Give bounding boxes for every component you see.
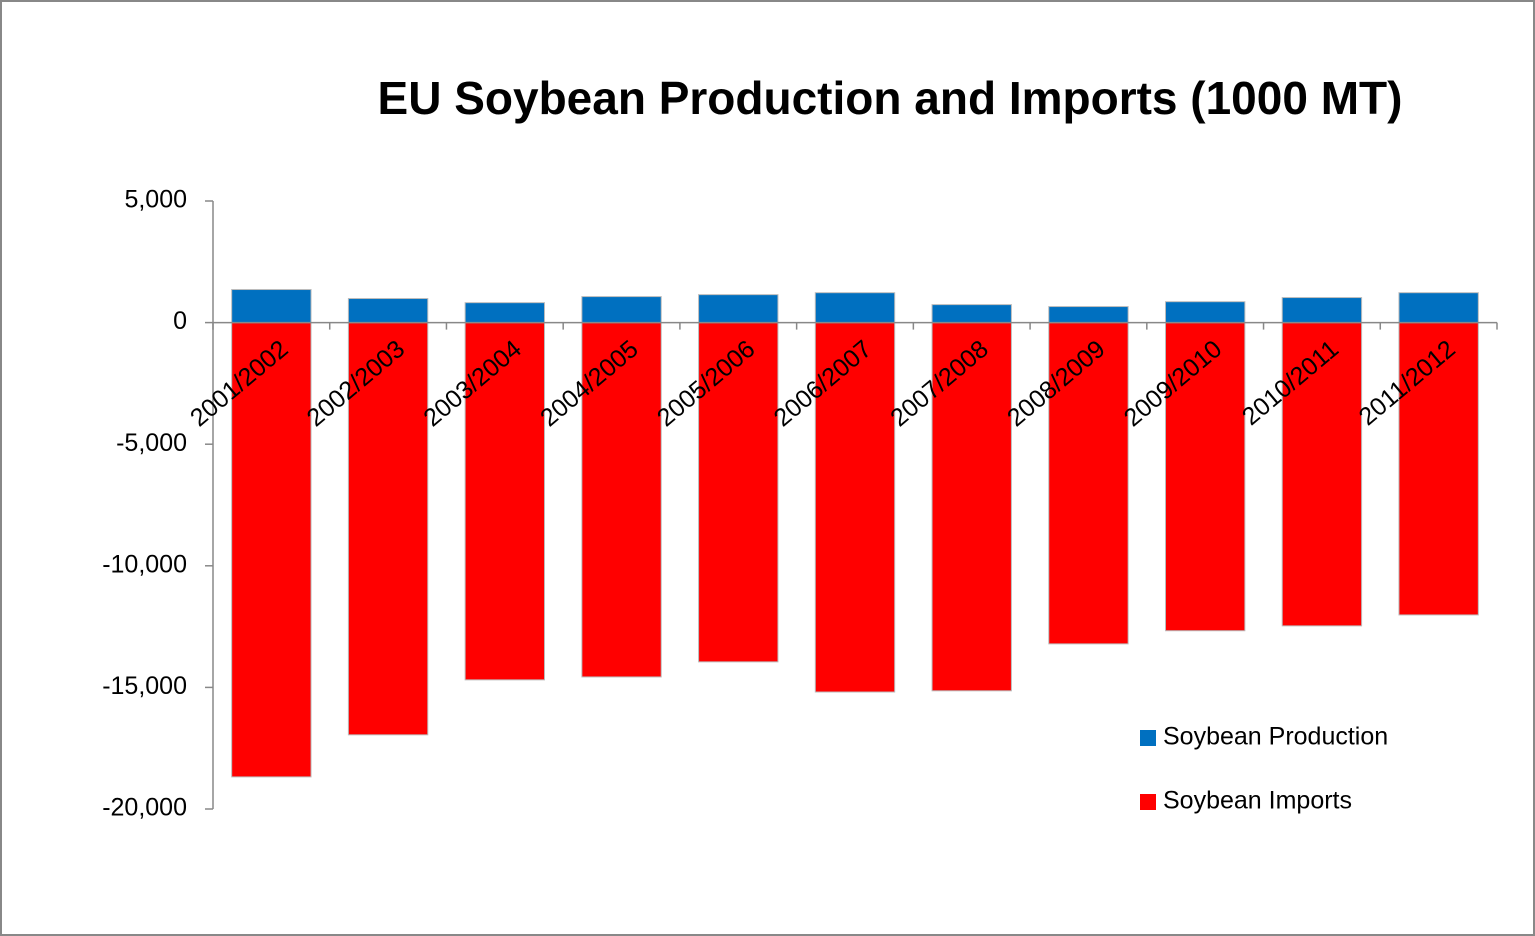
legend-swatch (1140, 730, 1156, 746)
bar (581, 322, 662, 678)
bar (931, 322, 1012, 692)
bar (347, 322, 429, 736)
bar (231, 289, 312, 324)
bar (347, 298, 429, 324)
y-tick-label: -15,000 (102, 672, 187, 700)
bar (698, 322, 779, 663)
bar (231, 322, 312, 778)
bar (698, 294, 779, 324)
legend-label: Soybean Imports (1163, 787, 1352, 815)
bar (1048, 306, 1129, 324)
bar (1048, 322, 1129, 645)
bar (1398, 322, 1479, 616)
y-tick-label: 0 (173, 307, 187, 335)
bar (814, 322, 896, 693)
y-tick-label: -10,000 (102, 550, 187, 578)
legend-label: Soybean Production (1163, 723, 1388, 751)
bar (1164, 301, 1246, 324)
legend-swatch (1140, 794, 1156, 810)
bar (464, 302, 546, 324)
bar (931, 304, 1012, 324)
bar (814, 292, 896, 324)
chart-title: EU Soybean Production and Imports (1000 … (378, 72, 1403, 124)
bar (1281, 297, 1363, 324)
y-tick-label: 5,000 (124, 186, 187, 214)
y-tick-label: -5,000 (116, 429, 187, 457)
bar (1281, 322, 1363, 627)
bar (1164, 322, 1246, 632)
bar (1398, 292, 1479, 324)
y-tick-label: -20,000 (102, 794, 187, 822)
bar (464, 322, 546, 681)
bar (581, 296, 662, 324)
